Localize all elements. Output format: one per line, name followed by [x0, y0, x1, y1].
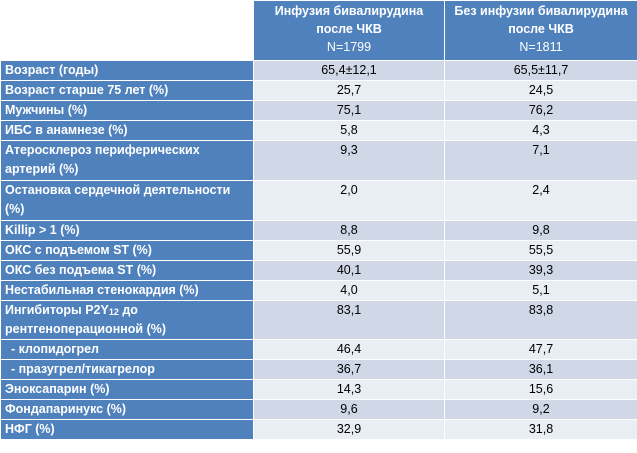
row-value-no-infusion: 9,8 — [444, 220, 637, 241]
row-label: НФГ (%) — [0, 419, 254, 440]
row-value-no-infusion: 31,8 — [444, 419, 637, 440]
row-value-infusion: 8,8 — [253, 220, 445, 241]
row-label: ИБС в анамнезе (%) — [0, 120, 254, 141]
row-value-infusion: 55,9 — [253, 240, 445, 261]
table-row: ИБС в анамнезе (%) 5,8 4,3 — [0, 120, 637, 141]
table-row: ОКС с подъемом ST (%) 55,9 55,5 — [0, 240, 637, 261]
table-row: Ингибиторы P2Y12 до рентгеноперационной … — [0, 300, 637, 340]
row-value-no-infusion: 36,1 — [444, 359, 637, 380]
row-value-no-infusion: 7,1 — [444, 140, 637, 181]
header-infusion-title: Инфузия бивалирудина после ЧКВ — [274, 4, 424, 36]
row-label: Остановка сердечной деятельности (%) — [0, 180, 254, 221]
row-value-no-infusion: 76,2 — [444, 100, 637, 121]
table-row: Killip > 1 (%) 8,8 9,8 — [0, 220, 637, 241]
row-label: Нестабильная стенокардия (%) — [0, 280, 254, 301]
table-row: - празугрел/тикагрелор 36,7 36,1 — [0, 359, 637, 380]
table-row: Нестабильная стенокардия (%) 4,0 5,1 — [0, 280, 637, 301]
row-value-infusion: 2,0 — [253, 180, 445, 221]
header-no-infusion: Без инфузии бивалирудина после ЧКВ N=181… — [444, 0, 637, 61]
row-value-no-infusion: 15,6 — [444, 379, 637, 400]
row-label: Ингибиторы P2Y12 до рентгеноперационной … — [0, 300, 254, 340]
row-label: Мужчины (%) — [0, 100, 254, 121]
header-no-infusion-n: N=1811 — [519, 40, 563, 54]
row-value-no-infusion: 2,4 — [444, 180, 637, 221]
row-value-no-infusion: 47,7 — [444, 339, 637, 360]
table-row: - клопидогрел 46,4 47,7 — [0, 339, 637, 360]
row-value-infusion: 9,6 — [253, 399, 445, 420]
row-label-subscript: 12 — [108, 307, 119, 317]
table-row: НФГ (%) 32,9 31,8 — [0, 419, 637, 440]
header-corner-cell — [0, 0, 254, 61]
header-no-infusion-title: Без инфузии бивалирудина после ЧКВ — [454, 4, 628, 36]
row-value-infusion: 36,7 — [253, 359, 445, 380]
row-value-infusion: 9,3 — [253, 140, 445, 181]
row-label: Атеросклероз периферических артерий (%) — [0, 140, 254, 181]
row-label: Возраст (годы) — [0, 60, 254, 81]
table-row: Мужчины (%) 75,1 76,2 — [0, 100, 637, 121]
table-row: Возраст (годы) 65,4±12,1 65,5±11,7 — [0, 60, 637, 81]
table-row: Атеросклероз периферических артерий (%) … — [0, 140, 637, 181]
row-label: Возраст старше 75 лет (%) — [0, 80, 254, 101]
row-value-infusion: 83,1 — [253, 300, 445, 340]
row-value-no-infusion: 4,3 — [444, 120, 637, 141]
row-value-no-infusion: 9,2 — [444, 399, 637, 420]
row-label: Эноксапарин (%) — [0, 379, 254, 400]
row-label-part: Ингибиторы P2Y — [5, 303, 109, 317]
baseline-characteristics-table: Инфузия бивалирудина после ЧКВ N=1799 Бе… — [0, 0, 637, 440]
row-value-no-infusion: 55,5 — [444, 240, 637, 261]
row-value-no-infusion: 39,3 — [444, 260, 637, 281]
row-label: ОКС с подъемом ST (%) — [0, 240, 254, 261]
header-row: Инфузия бивалирудина после ЧКВ N=1799 Бе… — [0, 0, 637, 61]
row-value-infusion: 46,4 — [253, 339, 445, 360]
table-row: ОКС без подъема ST (%) 40,1 39,3 — [0, 260, 637, 281]
row-value-infusion: 4,0 — [253, 280, 445, 301]
row-label-part: до рентгеноперационной (%) — [5, 303, 167, 336]
row-value-infusion: 65,4±12,1 — [253, 60, 445, 81]
header-infusion-n: N=1799 — [326, 40, 372, 54]
row-label: - празугрел/тикагрелор — [0, 359, 254, 380]
row-value-no-infusion: 24,5 — [444, 80, 637, 101]
row-value-no-infusion: 83,8 — [444, 300, 637, 340]
row-value-infusion: 5,8 — [253, 120, 445, 141]
row-label: Фондапаринукс (%) — [0, 399, 254, 420]
row-value-no-infusion: 5,1 — [444, 280, 637, 301]
table-row: Фондапаринукс (%) 9,6 9,2 — [0, 399, 637, 420]
table-row: Эноксапарин (%) 14,3 15,6 — [0, 379, 637, 400]
row-value-no-infusion: 65,5±11,7 — [444, 60, 637, 81]
row-value-infusion: 40,1 — [253, 260, 445, 281]
row-value-infusion: 75,1 — [253, 100, 445, 121]
row-value-infusion: 14,3 — [253, 379, 445, 400]
header-infusion: Инфузия бивалирудина после ЧКВ N=1799 — [253, 0, 445, 61]
row-label: - клопидогрел — [0, 339, 254, 360]
row-value-infusion: 25,7 — [253, 80, 445, 101]
table-row: Остановка сердечной деятельности (%) 2,0… — [0, 180, 637, 221]
row-label: Killip > 1 (%) — [0, 220, 254, 241]
row-label: ОКС без подъема ST (%) — [0, 260, 254, 281]
row-value-infusion: 32,9 — [253, 419, 445, 440]
table-row: Возраст старше 75 лет (%) 25,7 24,5 — [0, 80, 637, 101]
